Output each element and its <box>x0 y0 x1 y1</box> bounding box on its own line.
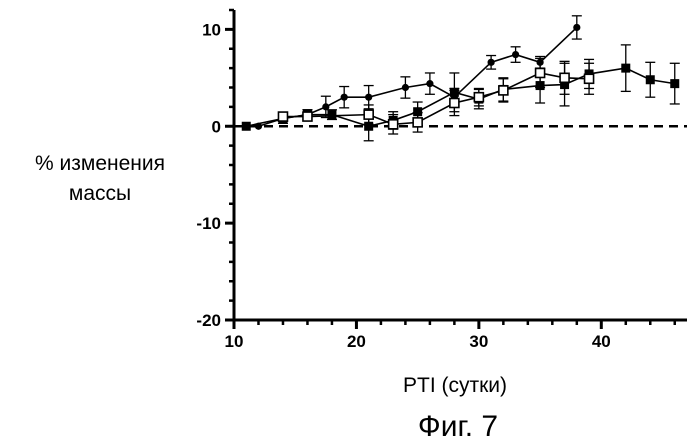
series-circle-point <box>365 94 372 101</box>
series-open-square-point <box>536 68 545 77</box>
y-axis-title-line-2: массы <box>69 182 131 205</box>
series-filled-square-point <box>327 110 336 119</box>
series-circle-point <box>488 59 495 66</box>
series-filled-square-point <box>670 79 679 88</box>
series-circle-line <box>246 27 577 126</box>
x-axis-title: PTI (сутки) <box>403 374 507 397</box>
x-tick-label-20: 20 <box>347 332 366 351</box>
series-open-square-point <box>474 93 483 102</box>
series-open-square-point <box>560 73 569 82</box>
x-tick-label-10: 10 <box>225 332 244 351</box>
series-filled-square-point <box>646 75 655 84</box>
series-circle-point <box>341 94 348 101</box>
series-open-square-point <box>303 112 312 121</box>
series-open-square-point <box>450 99 459 108</box>
series-circle-point <box>512 51 519 58</box>
series-circle-point <box>426 80 433 87</box>
y-tick-label--20: -20 <box>196 311 221 330</box>
figure-caption: Фиг. 7 <box>418 410 498 443</box>
series-open-square-point <box>585 74 594 83</box>
y-tick-label--10: -10 <box>196 214 221 233</box>
y-tick-label-10: 10 <box>202 20 221 39</box>
y-axis-title-line-1: % изменения <box>35 152 165 175</box>
series-open-square-line <box>283 73 589 124</box>
plot-area: -20 -10 0 10 10 20 30 40 <box>196 10 687 351</box>
chart: -20 -10 0 10 10 20 30 40 % изменения массы PTI … <box>0 0 699 445</box>
x-tick-label-30: 30 <box>469 332 488 351</box>
series-circle-point <box>573 24 580 31</box>
series-open-square-point <box>413 118 422 127</box>
y-tick-label-0: 0 <box>212 117 221 136</box>
series-open-square-point <box>364 110 373 119</box>
series-circle-point <box>402 84 409 91</box>
series-open-square-point <box>389 120 398 129</box>
series-open-square-point <box>499 86 508 95</box>
series-filled-square-point <box>242 122 251 131</box>
x-tick-label-40: 40 <box>592 332 611 351</box>
series-filled-square-point <box>621 64 630 73</box>
series-open-square-point <box>278 112 287 121</box>
